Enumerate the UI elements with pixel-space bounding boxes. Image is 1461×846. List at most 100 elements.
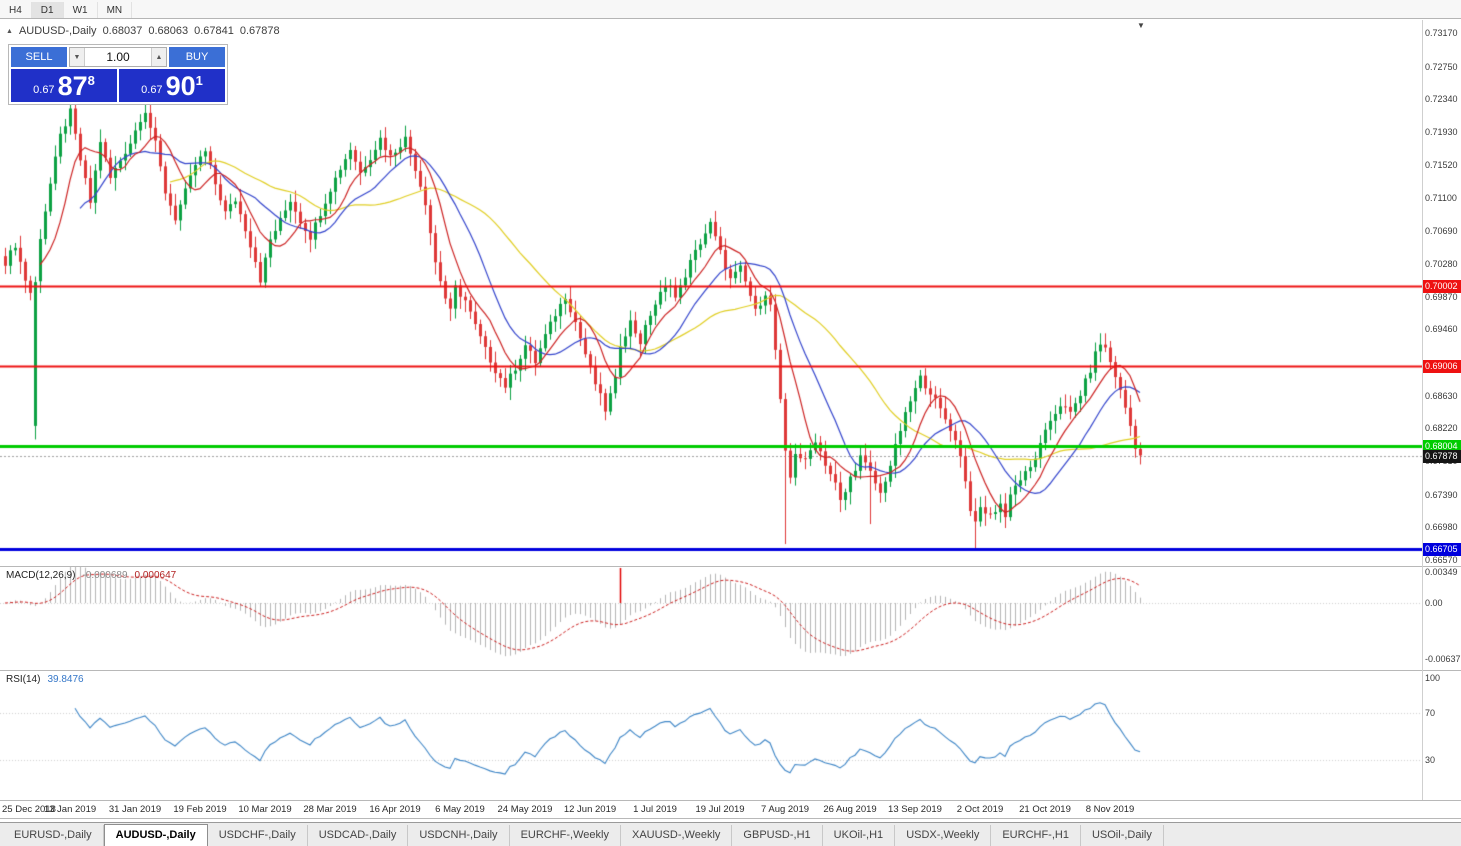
hline-price-box: 0.70002	[1423, 280, 1461, 293]
price-axis-label: 0.70690	[1425, 226, 1458, 236]
volume-decrease-icon[interactable]: ▼	[70, 48, 85, 66]
timeframe-toolbar: H4 D1 W1 MN	[0, 0, 1461, 19]
macd-name: MACD(12,26,9)	[6, 570, 76, 581]
hline-price-box: 0.69006	[1423, 360, 1461, 373]
sell-price-pip: 8	[87, 73, 95, 88]
sell-button[interactable]: SELL	[11, 47, 67, 67]
date-label: 6 May 2019	[435, 804, 485, 815]
date-axis[interactable]: 25 Dec 2018 13 Jan 2019 31 Jan 2019 19 Feb …	[0, 801, 1422, 818]
timeframe-button-w1[interactable]: W1	[64, 2, 98, 18]
date-label: 13 Sep 2019	[888, 804, 942, 815]
price-axis-label: 0.69870	[1425, 292, 1458, 302]
rsi-name: RSI(14)	[6, 674, 41, 685]
tab-usdcad-daily[interactable]: USDCAD-,Daily	[308, 825, 409, 846]
macd-axis-label: 0.00	[1425, 598, 1443, 608]
tab-audusd-daily[interactable]: AUDUSD-,Daily	[103, 824, 208, 846]
tab-eurchf-h1[interactable]: EURCHF-,H1	[991, 825, 1081, 846]
macd-axis-label: 0.00349	[1425, 567, 1458, 577]
tab-xauusd-weekly[interactable]: XAUUSD-,Weekly	[621, 825, 733, 846]
macd-axis[interactable]: 0.00349 0.00 -0.00637	[1423, 567, 1461, 670]
ohlc-high: 0.68063	[148, 25, 189, 37]
macd-label: MACD(12,26,9) -0.000689 0.000647	[6, 570, 176, 581]
date-label: 21 Oct 2019	[1019, 804, 1071, 815]
timeframe-button-d1[interactable]: D1	[31, 2, 64, 18]
date-label: 8 Nov 2019	[1085, 804, 1135, 815]
panel-separator	[0, 566, 1461, 567]
price-axis-label: 0.67390	[1425, 490, 1458, 500]
tab-usdx-weekly[interactable]: USDX-,Weekly	[895, 825, 992, 846]
ohlc-close: 0.67878	[239, 25, 280, 37]
sell-price-big: 87	[57, 71, 88, 101]
date-label: 12 Jun 2019	[563, 804, 617, 815]
tab-ukoil-h1[interactable]: UKOil-,H1	[823, 825, 896, 846]
panel-separator	[0, 670, 1461, 671]
price-axis-label: 0.72750	[1425, 62, 1458, 72]
price-axis-label: 0.70280	[1425, 259, 1458, 269]
rsi-canvas[interactable]	[0, 671, 1422, 800]
tab-eurusd-daily[interactable]: EURUSD-,Daily	[3, 825, 104, 846]
macd-value-signal: 0.000647	[134, 570, 177, 581]
date-label: 31 Jan 2019	[108, 804, 162, 815]
hline-price-box: 0.68004	[1423, 440, 1461, 453]
date-label: 16 Apr 2019	[369, 804, 421, 815]
price-axis-label: 0.71930	[1425, 127, 1458, 137]
chart-shift-marker-icon: ▼	[1137, 21, 1145, 30]
date-label: 10 Mar 2019	[238, 804, 292, 815]
symbol-triangle-icon: ▲	[6, 27, 13, 35]
sell-price-prefix: 0.67	[33, 84, 55, 96]
price-axis-label: 0.66980	[1425, 522, 1458, 532]
date-label: 7 Aug 2019	[760, 804, 810, 815]
macd-canvas[interactable]	[0, 567, 1422, 670]
tab-usoil-daily[interactable]: USOil-,Daily	[1081, 825, 1164, 846]
price-axis-label: 0.68630	[1425, 391, 1458, 401]
panel-separator	[0, 800, 1461, 801]
price-axis-label: 0.73170	[1425, 28, 1458, 38]
chart-title-symbol: AUDUSD-,Daily	[18, 25, 97, 37]
price-axis-label: 0.68220	[1425, 423, 1458, 433]
price-axis-label: 0.72340	[1425, 94, 1458, 104]
timeframe-button-mn[interactable]: MN	[98, 2, 133, 18]
date-label: 2 Oct 2019	[956, 804, 1004, 815]
sell-price-panel[interactable]: 0.67 87 8	[11, 69, 117, 102]
rsi-value: 39.8476	[47, 674, 84, 685]
volume-stepper: ▼ 1.00 ▲	[69, 47, 167, 67]
price-chart-canvas[interactable]	[0, 20, 1422, 566]
date-label: 19 Jul 2019	[695, 804, 745, 815]
tab-usdchf-daily[interactable]: USDCHF-,Daily	[208, 825, 308, 846]
price-axis[interactable]: 0.73170 0.72750 0.72340 0.71930 0.71520 0.711…	[1423, 20, 1461, 566]
tab-usdcnh-daily[interactable]: USDCNH-,Daily	[408, 825, 510, 846]
date-label: 1 Jul 2019	[633, 804, 677, 815]
price-axis-label: 0.69460	[1425, 324, 1458, 334]
volume-input[interactable]: 1.00	[106, 50, 130, 64]
date-label: 28 Mar 2019	[303, 804, 357, 815]
chart-title: ▲ AUDUSD-,Daily 0.68037 0.68063 0.67841 …	[6, 25, 280, 37]
ohlc-open: 0.68037	[102, 25, 143, 37]
price-axis-label: 0.71100	[1425, 193, 1457, 203]
date-label: 19 Feb 2019	[173, 804, 227, 815]
date-label: 25 Dec 2018	[2, 804, 56, 815]
buy-button[interactable]: BUY	[169, 47, 225, 67]
chart-tabs-bar: EURUSD-,Daily AUDUSD-,Daily USDCHF-,Daily U…	[0, 822, 1461, 846]
hline-price-box: 0.66705	[1423, 543, 1461, 556]
timeframe-button-h4[interactable]: H4	[0, 2, 32, 18]
volume-increase-icon[interactable]: ▲	[151, 48, 166, 66]
buy-price-big: 90	[165, 71, 196, 101]
window-bottom-border	[0, 818, 1461, 819]
price-axis-border	[1422, 20, 1423, 800]
buy-price-pip: 1	[195, 73, 203, 88]
macd-value-main: -0.000689	[82, 570, 128, 581]
buy-price-prefix: 0.67	[141, 84, 163, 96]
date-label: 24 May 2019	[497, 804, 553, 815]
rsi-axis-label: 70	[1425, 708, 1436, 718]
price-axis-label: 0.66570	[1425, 555, 1458, 565]
rsi-axis-label: 100	[1425, 673, 1441, 683]
rsi-axis[interactable]: 100 70 30	[1423, 671, 1461, 800]
buy-price-panel[interactable]: 0.67 90 1	[119, 69, 225, 102]
tab-eurchf-weekly[interactable]: EURCHF-,Weekly	[510, 825, 621, 846]
rsi-axis-label: 30	[1425, 755, 1436, 765]
date-label: 26 Aug 2019	[823, 804, 877, 815]
price-axis-label: 0.71520	[1425, 160, 1458, 170]
tab-gbpusd-h1[interactable]: GBPUSD-,H1	[732, 825, 823, 846]
macd-axis-label: -0.00637	[1425, 654, 1461, 664]
rsi-label: RSI(14) 39.8476	[6, 674, 84, 685]
